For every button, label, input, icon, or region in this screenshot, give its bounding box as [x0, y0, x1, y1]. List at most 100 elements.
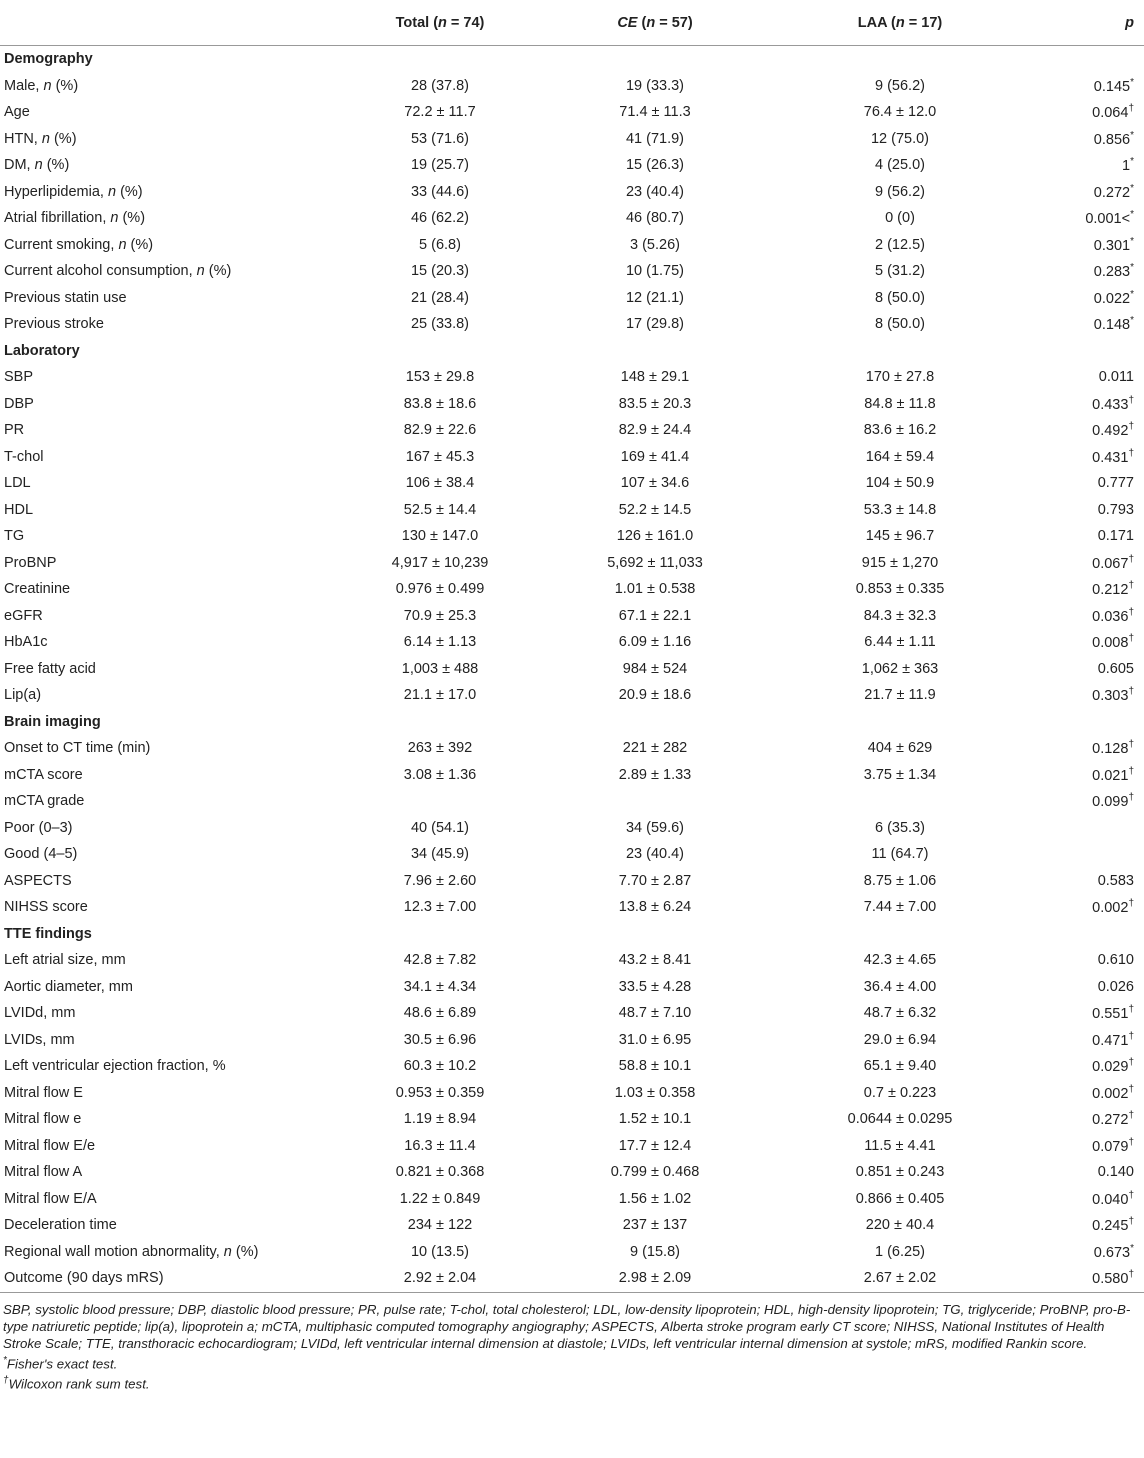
p-value: 0.008† — [1030, 629, 1144, 656]
value-cell: 46 (62.2) — [410, 210, 470, 227]
text-run: Left ventricular ejection fraction, % — [4, 1058, 226, 1075]
data-row: Creatinine 0.976 ± 0.499 1.01 ± 0.538 0.853… — [0, 576, 1144, 603]
p-value: 0.471† — [1030, 1027, 1144, 1054]
p-value-text: 0.067 — [1092, 555, 1129, 572]
p-value: 0.011 — [1030, 364, 1144, 391]
p-value-mark: * — [1130, 235, 1134, 247]
row-label: Poor (0–3) — [0, 815, 340, 842]
value-cell: 23 (40.4) — [625, 183, 685, 200]
value-cell: 11.5 ± 4.41 — [864, 1137, 936, 1154]
italic-run: n — [110, 210, 119, 227]
p-value-mark: † — [1128, 792, 1134, 804]
row-label: SBP — [0, 364, 340, 391]
text-run: (%) — [116, 183, 143, 200]
p-value-text: 0.099 — [1092, 794, 1129, 811]
value-cell: 34 (45.9) — [410, 846, 470, 863]
data-row: LVIDs, mm 30.5 ± 6.96 31.0 ± 6.95 29.0 ± 6.… — [0, 1027, 1144, 1054]
value-cell: 28 (37.8) — [410, 77, 470, 94]
row-label: LVIDs, mm — [0, 1027, 340, 1054]
text-run: (%) — [126, 236, 154, 253]
p-value-text: 0.605 — [1097, 660, 1134, 677]
p-value: 0.610 — [1030, 947, 1144, 974]
row-label: Onset to CT time (min) — [0, 735, 340, 762]
value-cell: 0 (0) — [885, 210, 915, 227]
p-value — [1030, 841, 1144, 868]
value-cell: 82.9 ± 22.6 — [403, 422, 477, 439]
row-label: ProBNP — [0, 550, 340, 577]
value-cell: 0.821 ± 0.368 — [395, 1164, 485, 1181]
header-cell: p — [1030, 0, 1144, 46]
footnote-mark: † — [3, 1374, 9, 1386]
p-value: 0.301* — [1030, 232, 1144, 259]
value-cell: 126 ± 161.0 — [616, 528, 694, 545]
footnote-mark: * — [3, 1354, 7, 1366]
p-value-text: 0.301 — [1093, 237, 1131, 254]
italic-run: n — [196, 263, 205, 280]
data-row: Mitral flow E 0.953 ± 0.359 1.03 ± 0.358 0.… — [0, 1080, 1144, 1107]
value-cell: 3 (5.26) — [630, 236, 680, 253]
data-row: ProBNP 4,917 ± 10,239 5,692 ± 11,033 915 ± … — [0, 550, 1144, 577]
value-cell: 2.67 ± 2.02 — [770, 1265, 1030, 1293]
value-cell: 220 ± 40.4 — [865, 1217, 935, 1234]
row-label: Left ventricular ejection fraction, % — [0, 1053, 340, 1080]
p-value: 0.272† — [1030, 1106, 1144, 1133]
value-cell: 1.56 ± 1.02 — [618, 1190, 692, 1207]
data-row: Free fatty acid 1,003 ± 488 984 ± 524 1,062… — [0, 656, 1144, 683]
p-value: 0.001<* — [1030, 205, 1144, 232]
row-label: NIHSS score — [0, 894, 340, 921]
row-label: Good (4–5) — [0, 841, 340, 868]
value-cell: 1.22 ± 0.849 — [399, 1190, 481, 1207]
p-value-mark: * — [1130, 1242, 1134, 1254]
p-value-mark: * — [1130, 182, 1134, 194]
value-cell: 8 (50.0) — [875, 289, 925, 306]
text-run: ProBNP — [4, 554, 57, 571]
p-value: 0.303† — [1030, 682, 1144, 709]
value-cell: 43.2 ± 8.41 — [618, 952, 692, 969]
text-run: HbA1c — [4, 634, 48, 651]
section-row: Brain imaging — [0, 709, 1144, 736]
row-label: LVIDd, mm — [0, 1000, 340, 1027]
p-value-text: 0.171 — [1097, 528, 1134, 545]
p-value-text: 0.673 — [1093, 1244, 1131, 1261]
data-row: Left ventricular ejection fraction, % 60.… — [0, 1053, 1144, 1080]
p-value: 0.021† — [1030, 762, 1144, 789]
section-row: Demography — [0, 46, 1144, 73]
value-cell: 33.5 ± 4.28 — [618, 978, 692, 995]
p-value: 0.777 — [1030, 470, 1144, 497]
p-value-text: 0.079 — [1092, 1138, 1129, 1155]
p-value-mark: * — [1130, 76, 1134, 88]
value-cell: 21.7 ± 11.9 — [864, 687, 936, 704]
value-cell: 2.89 ± 1.33 — [618, 766, 692, 783]
text-run: Mitral flow A — [4, 1164, 83, 1181]
text-run: Atrial fibrillation, — [4, 210, 111, 227]
p-value — [1030, 815, 1144, 842]
data-row: PR 82.9 ± 22.6 82.9 ± 24.4 83.6 ± 16.2 0.492… — [0, 417, 1144, 444]
value-cell: 15 (20.3) — [410, 263, 470, 280]
text-run: ( — [637, 14, 647, 31]
p-value-text: 0.793 — [1097, 501, 1134, 518]
value-cell: 263 ± 392 — [407, 740, 473, 757]
row-label: Left atrial size, mm — [0, 947, 340, 974]
value-cell: 84.3 ± 32.3 — [863, 607, 937, 624]
row-label: PR — [0, 417, 340, 444]
p-value-text: 0.583 — [1097, 872, 1134, 889]
row-label: Mitral flow E/A — [0, 1186, 340, 1213]
table-body: Demography Male, n (%) 28 (37.8) 19 (33.3) 9… — [0, 46, 1144, 1293]
p-value-text: 0.272 — [1092, 1112, 1129, 1129]
p-value: 0.029† — [1030, 1053, 1144, 1080]
row-label: Hyperlipidemia, n (%) — [0, 179, 340, 206]
row-label: Mitral flow E/e — [0, 1133, 340, 1160]
value-cell: 71.4 ± 11.3 — [619, 104, 691, 121]
p-value: 0.283* — [1030, 258, 1144, 285]
p-value-mark: † — [1128, 1189, 1134, 1201]
text-run: Age — [4, 104, 30, 121]
data-row: Hyperlipidemia, n (%) 33 (44.6) 23 (40.4) 9… — [0, 179, 1144, 206]
p-value-mark: † — [1128, 394, 1134, 406]
p-value-text: 0.245 — [1092, 1218, 1129, 1235]
text-run: (%) — [231, 1243, 259, 1260]
text-run: eGFR — [4, 607, 43, 624]
value-cell: 42.3 ± 4.65 — [863, 952, 937, 969]
text-run: Left atrial size, mm — [4, 952, 126, 969]
text-run: HTN, — [4, 130, 42, 147]
